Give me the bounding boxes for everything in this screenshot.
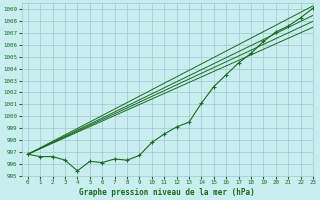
X-axis label: Graphe pression niveau de la mer (hPa): Graphe pression niveau de la mer (hPa) bbox=[79, 188, 255, 197]
